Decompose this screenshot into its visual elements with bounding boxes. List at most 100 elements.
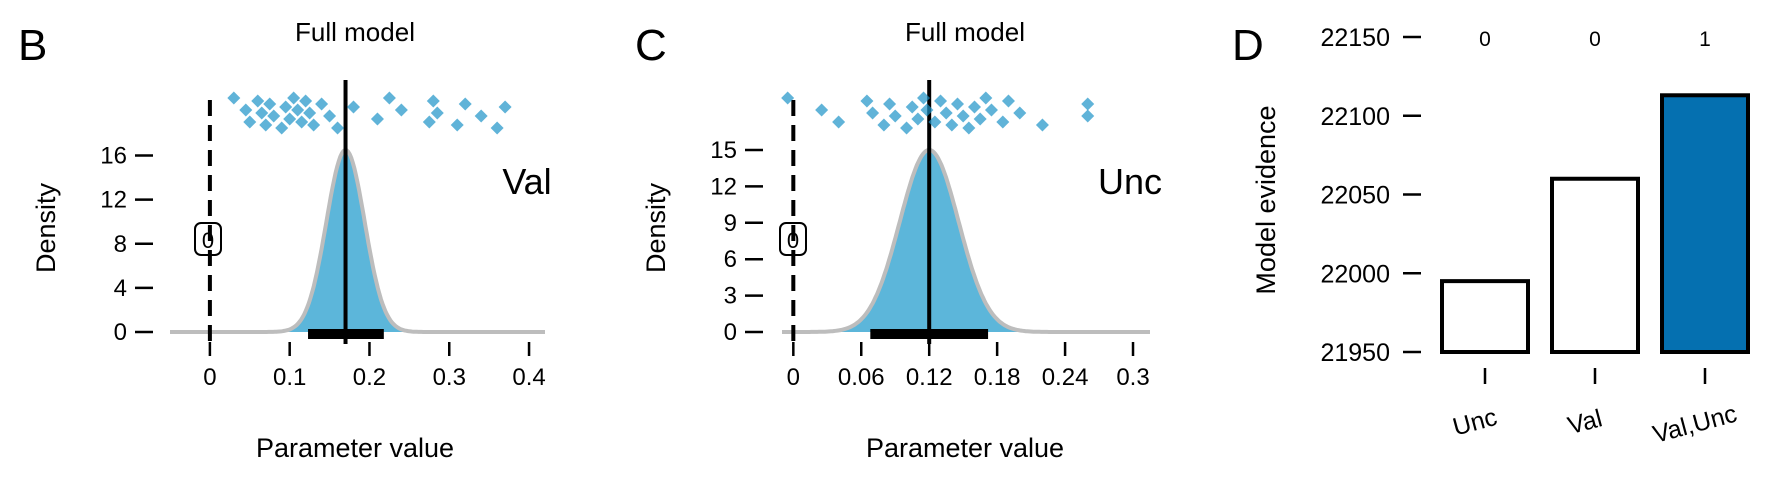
panel-c-ylabel: Density [641,182,671,273]
panel-c-xtick-label: 0 [787,364,800,391]
panel-c-estimate-point [866,106,880,120]
panel-b-xtick-label: 0.2 [353,364,386,391]
panel-c-estimate-point [815,103,829,117]
panel-b-estimate-point [279,100,293,114]
panel-b-estimate-point [299,94,313,108]
panel-c-estimate-point [781,91,795,105]
panel-b-title: Full model [295,17,415,47]
panel-b-estimate-point [426,94,440,108]
panel-b-estimate-point [382,91,396,105]
panel-b-xtick-label: 0 [203,364,216,391]
panel-d-ytick-label: 22150 [1320,24,1390,52]
panel-c-estimate-point [860,94,874,108]
panel-d-bar-label: 0 [1479,28,1491,51]
panel-b-estimate-point [259,118,273,132]
panel-b-estimate-point [474,109,488,123]
panel-b-estimate-point [239,103,253,117]
panel-c-ytick-label: 9 [724,210,737,237]
panel-c-estimate-point [877,118,891,132]
panel-c-estimate-point [900,121,914,135]
panel-c-estimate-point [962,121,976,135]
panel-c-density-outline [782,147,1150,334]
panel-c-density-area [782,150,1150,332]
panel-c-estimate-point [920,103,934,117]
panel-c-estimate-point [1035,118,1049,132]
panel-b-estimate-point [331,121,345,135]
panel-b-xlabel: Parameter value [256,433,454,463]
panel-b-estimate-point [255,106,269,120]
panel-b-estimate-point [307,118,321,132]
panel-c-estimate-point [1001,94,1015,108]
panel-d-xtick-label: Val [1565,404,1605,440]
panel-b-estimate-point [315,97,329,111]
panel-b-xtick-label: 0.3 [433,364,466,391]
panel-b-estimate-point [498,100,512,114]
panel-c-estimate-point [928,115,942,129]
panel-d-ylabel: Model evidence [1251,105,1281,294]
panel-b-estimate-point [243,115,257,129]
panel-d-xtick-label: Val,Unc [1650,400,1740,449]
panel-d-bar [1550,176,1640,354]
panel-c-estimate-point [905,100,919,114]
panel-c-estimate-point [967,100,981,114]
panel-d-bar [1660,93,1750,355]
panel-b-estimate-point [275,121,289,135]
panel-d-bar [1440,279,1530,354]
panel-c-annotation: Unc [1098,161,1162,202]
panel-c-estimate-point [883,97,897,111]
panel-c-xtick-label: 0.06 [838,364,885,391]
panel-b-estimate-point [267,109,281,123]
panel-d: D Model evidence 21950 22000 22050 22100 221… [1232,21,1750,449]
panel-b-estimate-point [303,106,317,120]
panel-b-estimate-point [458,97,472,111]
panel-d-xtick-label: Unc [1450,403,1500,442]
panel-b-estimate-point [370,112,384,126]
panel-b-ytick-label: 12 [100,187,127,214]
panel-c-title: Full model [905,17,1025,47]
panel-b: B Full model Parameter value Density Val… [18,17,552,463]
panel-b-estimate-point [323,109,337,123]
panel-c-ytick-label: 3 [724,283,737,310]
panel-b-estimate-point [251,94,265,108]
panel-c-estimate-point [996,115,1010,129]
panel-c-estimate-point [917,91,931,105]
panel-b-estimate-point [283,112,297,126]
panel-b-estimate-point [490,121,504,135]
panel-c-xtick-label: 0.3 [1116,364,1149,391]
panel-c-estimate-point [979,91,993,105]
panel-b-estimate-point [347,100,361,114]
panel-c-estimate-point [888,109,902,123]
panel-b-estimate-point [287,91,301,105]
panel-d-ytick-label: 21950 [1320,339,1390,367]
panel-b-estimate-point [422,115,436,129]
panel-c-estimate-point [973,112,987,126]
panel-b-ytick-label: 4 [114,275,127,302]
panel-letter-c: C [635,21,667,70]
panel-c-ytick-label: 0 [724,319,737,346]
panel-b-ytick-label: 8 [114,231,127,258]
panel-c-xtick-label: 0.18 [974,364,1021,391]
panel-b-xtick-label: 0.4 [512,364,545,391]
panel-b-estimate-point [450,118,464,132]
panel-c: C Full model Parameter value Density Unc… [635,17,1162,463]
panel-c-estimate-point [1081,109,1095,123]
panel-d-ytick-label: 22050 [1320,182,1390,210]
panel-b-ytick-label: 0 [114,319,127,346]
panel-letter-d: D [1232,21,1264,70]
panel-c-estimate-point [956,109,970,123]
panel-c-estimate-point [951,97,965,111]
panel-b-estimate-point [263,97,277,111]
panel-c-estimate-point [832,115,846,129]
panel-c-ytick-label: 12 [710,173,737,200]
panel-c-xtick-label: 0.12 [906,364,953,391]
panel-b-ytick-label: 16 [100,143,127,170]
panel-c-estimate-point [984,103,998,117]
panel-c-estimate-point [934,94,948,108]
panel-c-estimate-point [911,112,925,126]
panel-d-ytick-label: 22100 [1320,103,1390,131]
panel-d-ytick-label: 22000 [1320,260,1390,288]
panel-c-ytick-label: 15 [710,137,737,164]
panel-c-estimate-point [939,106,953,120]
panel-c-estimate-point [1013,106,1027,120]
